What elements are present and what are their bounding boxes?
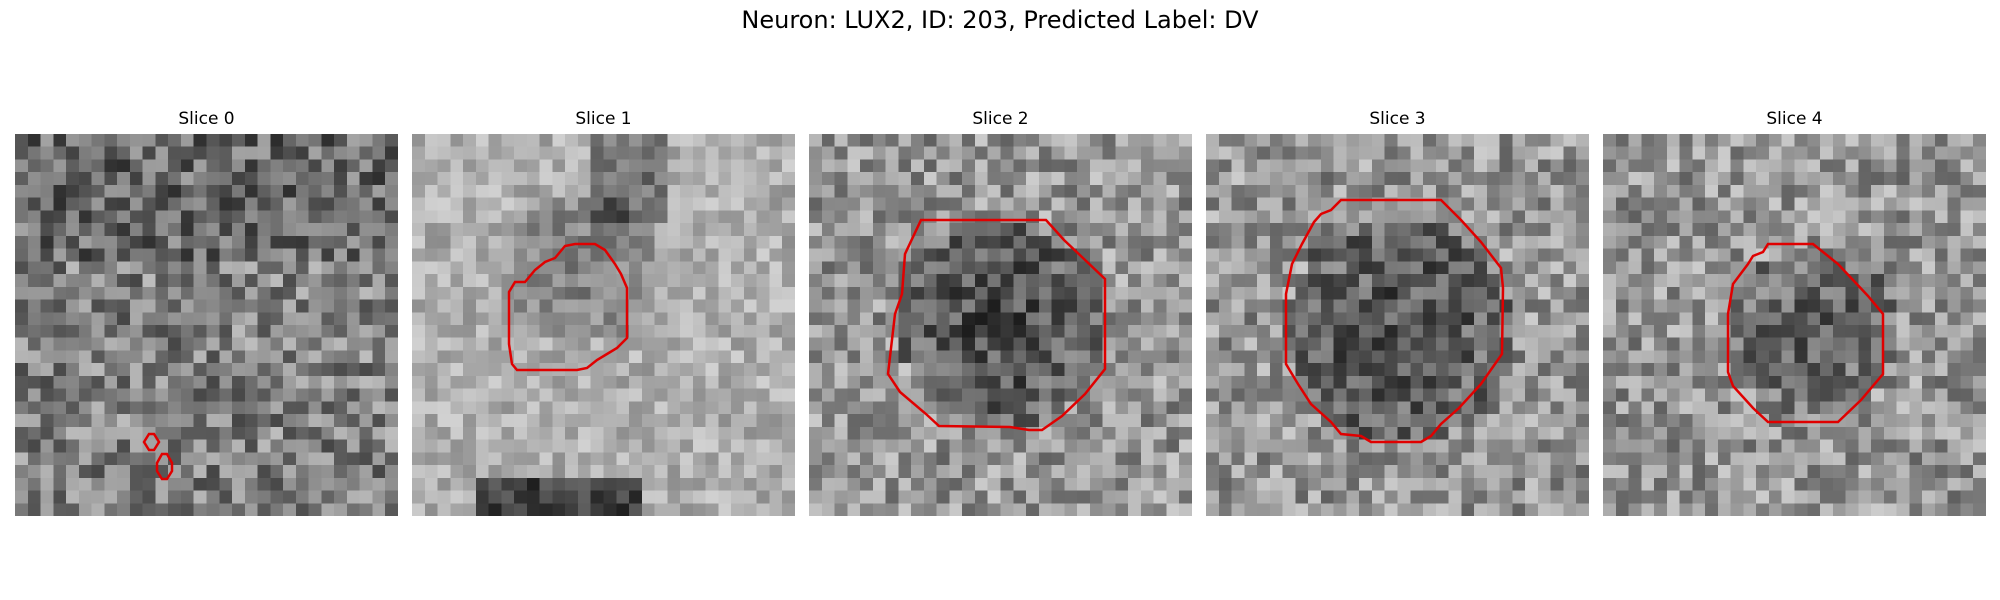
roi-contour: [886, 218, 1107, 432]
roi-contour-layer-3: [1284, 198, 1505, 444]
roi-contour-layer-0: [142, 432, 174, 481]
slice-panel-0: [15, 134, 398, 516]
slice-panel-3: [1206, 134, 1589, 516]
slice-panel-1: [412, 134, 795, 516]
slice-image-0: [15, 134, 398, 516]
roi-contour-layer-2: [886, 218, 1107, 432]
slice-title-1: Slice 1: [575, 109, 632, 129]
roi-contour: [155, 452, 174, 481]
roi-contour: [1726, 242, 1885, 424]
figure-title: Neuron: LUX2, ID: 203, Predicted Label: …: [741, 6, 1259, 34]
roi-contour: [142, 432, 161, 452]
roi-contour: [507, 242, 629, 372]
slice-title-2: Slice 2: [972, 109, 1029, 129]
slice-image-1: [412, 134, 795, 516]
slice-title-4: Slice 4: [1766, 109, 1823, 129]
slice-panel-4: [1603, 134, 1986, 516]
roi-contour-layer-4: [1726, 242, 1885, 424]
roi-contour-layer-1: [507, 242, 629, 372]
slice-title-3: Slice 3: [1369, 109, 1426, 129]
slice-image-2: [809, 134, 1192, 516]
slice-title-0: Slice 0: [178, 109, 235, 129]
slice-image-3: [1206, 134, 1589, 516]
slice-panel-2: [809, 134, 1192, 516]
slice-image-4: [1603, 134, 1986, 516]
roi-contour: [1284, 198, 1505, 444]
